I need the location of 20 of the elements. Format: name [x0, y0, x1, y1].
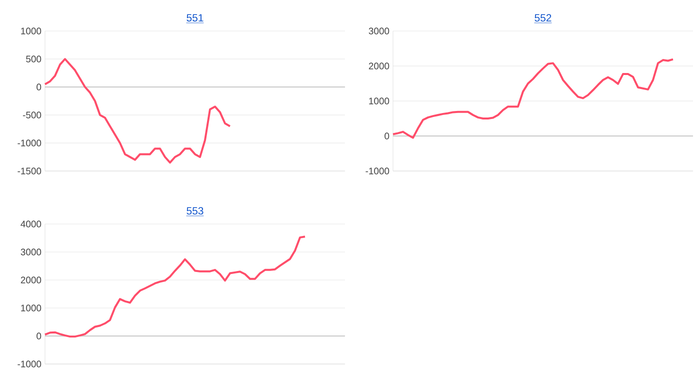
- y-tick-label: 500: [26, 56, 42, 62]
- y-tick-label: 1000: [21, 28, 42, 34]
- chart-title: 553: [186, 207, 204, 215]
- y-tick-label: -1500: [18, 168, 42, 174]
- y-tick-label: 1000: [369, 98, 390, 104]
- y-tick-label: 2000: [368, 62, 390, 70]
- y-tick-label: 3000: [368, 28, 390, 34]
- chart-title: 551: [186, 14, 204, 22]
- y-tick-label: 1000: [21, 304, 42, 312]
- y-tick-label: 2000: [20, 276, 42, 284]
- y-tick-label: -500: [22, 112, 42, 118]
- y-tick-label: 0: [36, 332, 42, 340]
- y-tick-label: 3000: [20, 248, 42, 256]
- y-tick-label: -1000: [18, 140, 42, 146]
- chart-title: 552: [534, 14, 552, 22]
- y-tick-label: 0: [36, 84, 42, 90]
- y-tick-label: -1000: [366, 168, 390, 174]
- y-tick-label: 0: [384, 132, 390, 140]
- y-tick-label: 4000: [20, 220, 42, 228]
- y-tick-label: -1000: [18, 360, 42, 368]
